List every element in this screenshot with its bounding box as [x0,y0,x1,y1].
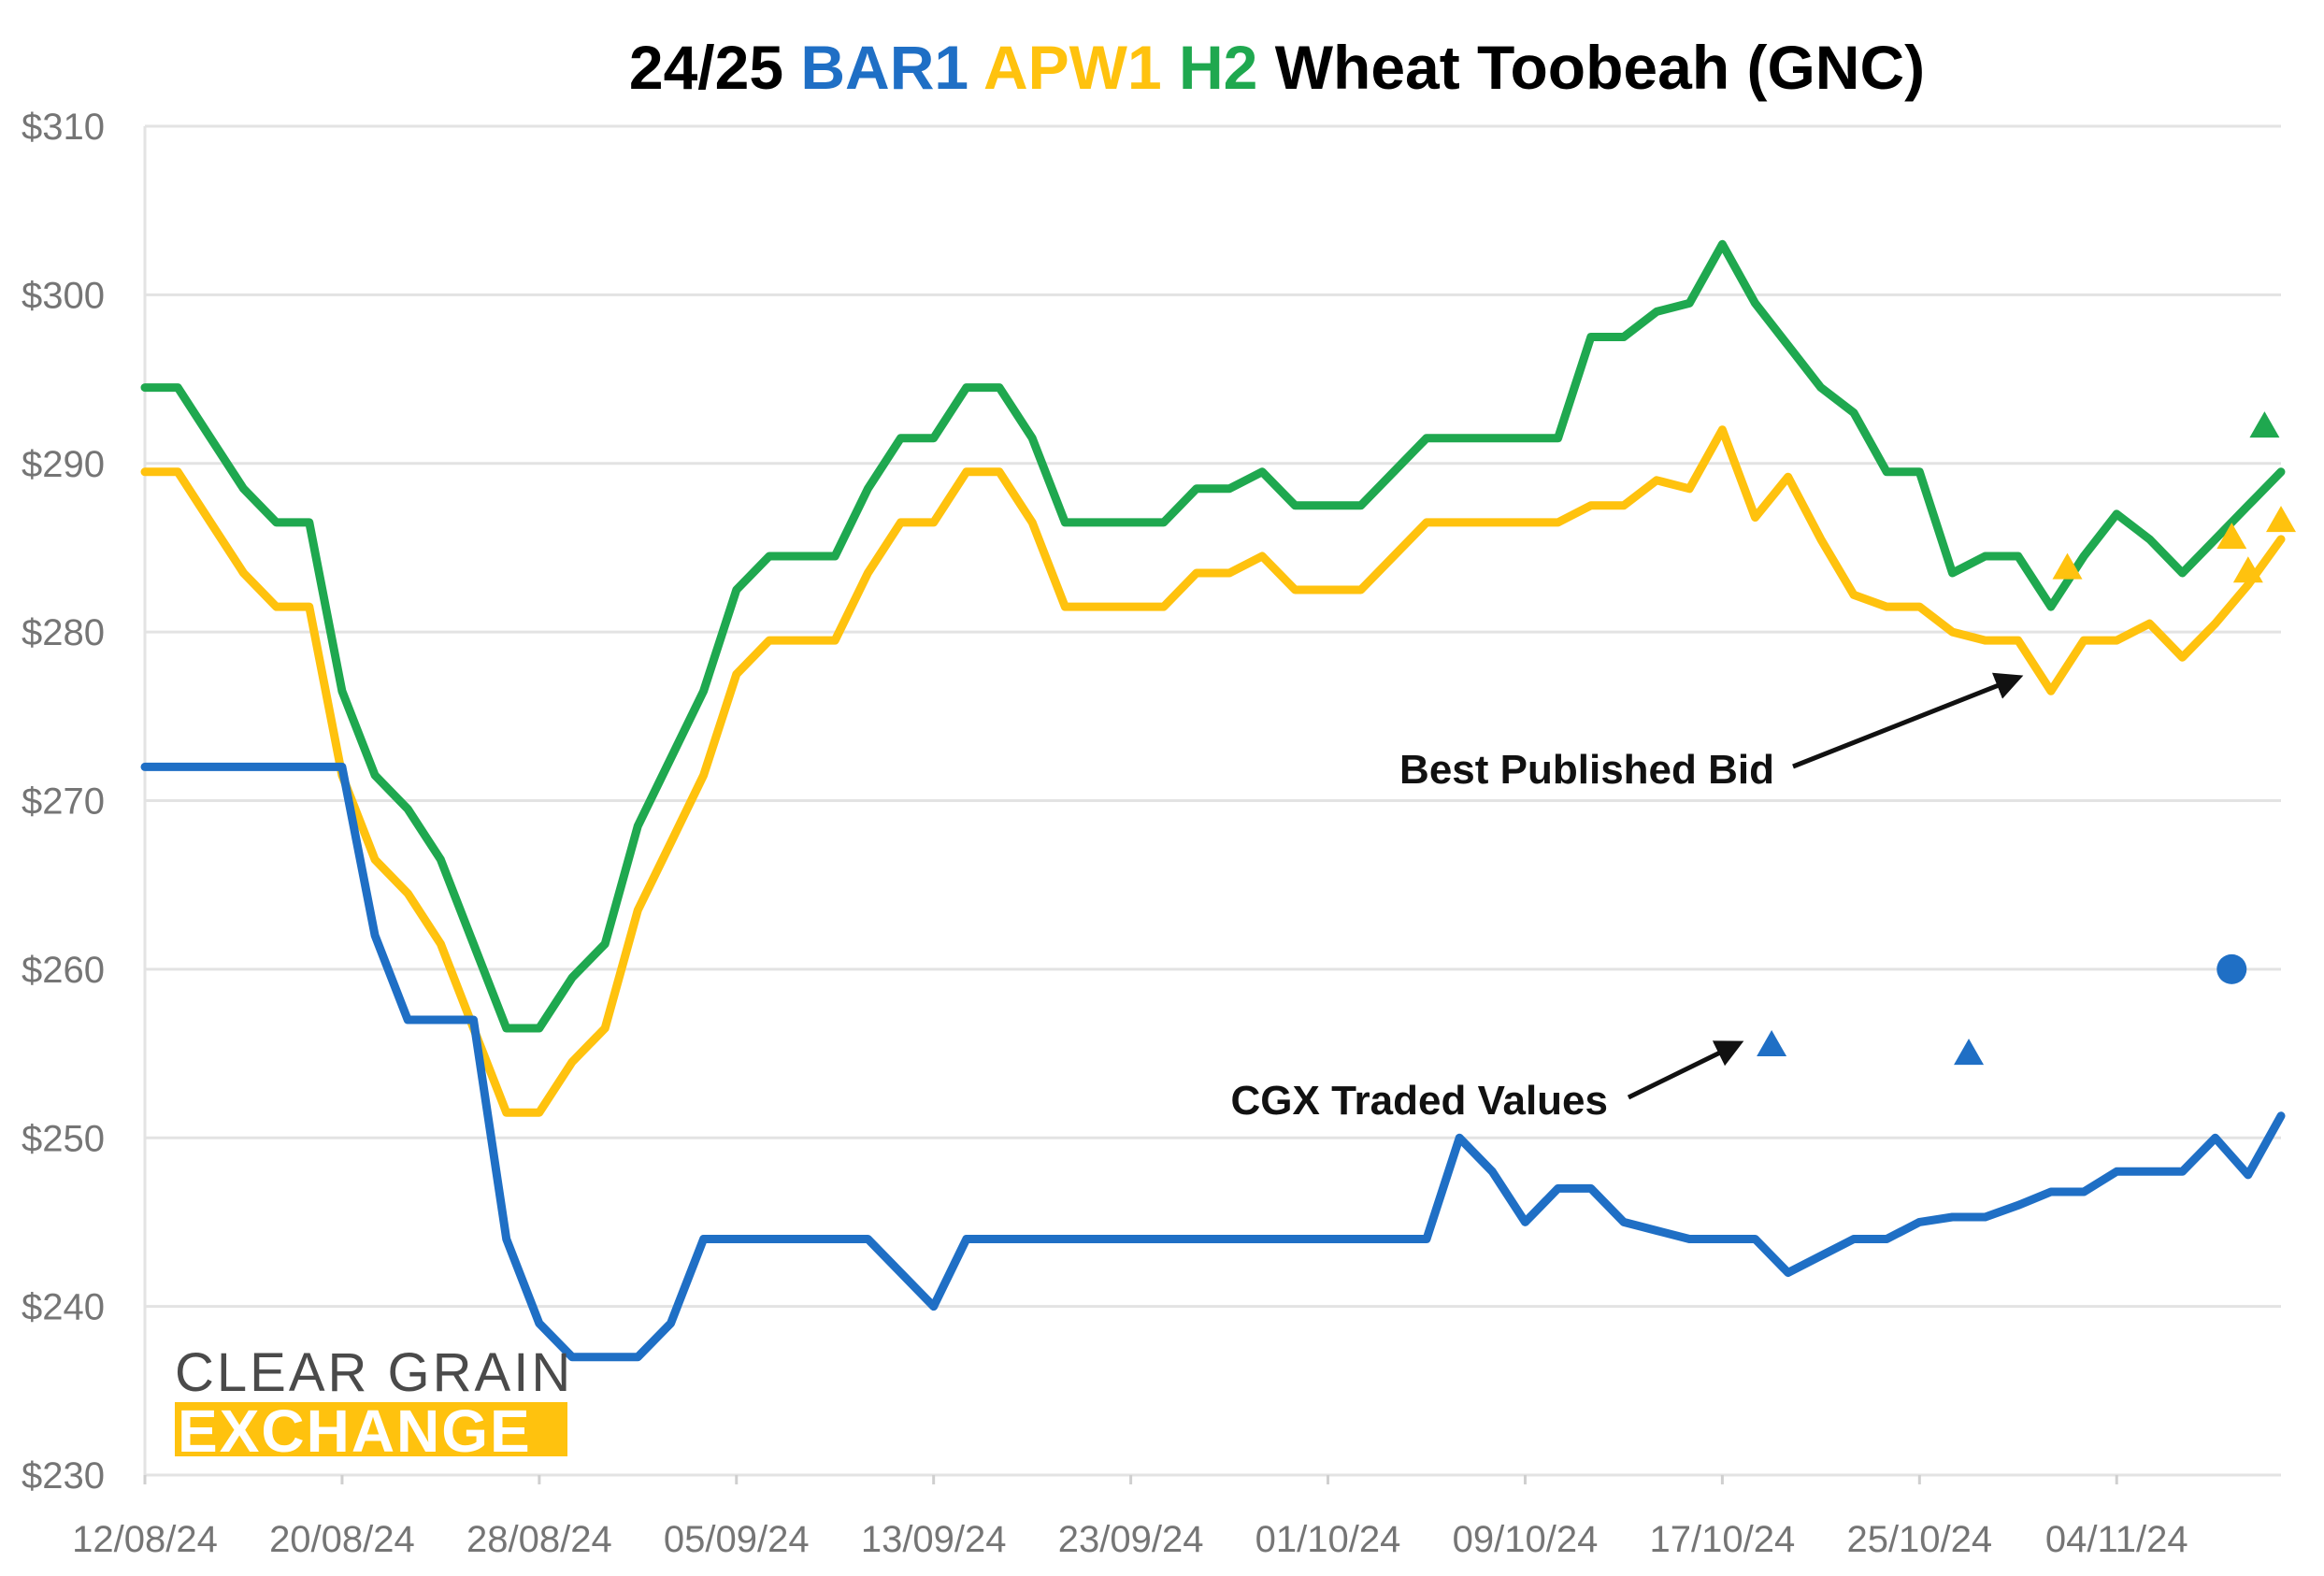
traded-point-apw1 [2216,523,2247,550]
y-tick-label: $300 [22,275,105,316]
x-tick-label: 05/09/24 [664,1519,810,1560]
y-tick-label: $230 [22,1455,105,1497]
title-part [1162,33,1179,102]
series-line-h2 [140,239,2286,1033]
clear-grain-exchange-logo: CLEAR GRAIN EXCHANGE [175,1342,573,1465]
annotation-label: CGX Traded Values [1231,1078,1609,1124]
traded-point-apw1 [2266,506,2296,533]
x-tick-label: 23/09/24 [1058,1519,1204,1560]
title-part: Wheat Toobeah (GNC) [1257,33,1925,102]
y-tick-label: $250 [22,1118,105,1159]
series-line-bar1 [140,762,2286,1362]
series-line-apw1 [140,425,2286,1117]
title-part: APW1 [983,33,1162,102]
x-tick-label: 09/10/24 [1453,1519,1599,1560]
traded-point-apw1 [2052,552,2083,580]
x-tick-label: 13/09/24 [861,1519,1007,1560]
annotations: Best Published Bid CGX Traded Values [1231,672,2024,1124]
logo-band [175,1402,567,1456]
y-tick-label: $240 [22,1287,105,1328]
x-tick-label: 20/08/24 [269,1519,415,1560]
traded-point-bar1 [1954,1039,1985,1066]
x-tick-label: 17/10/24 [1650,1519,1796,1560]
annotation-arrow [1627,1040,1744,1100]
traded-points [1757,411,2296,1066]
traded-point-bar1 [1757,1030,1787,1057]
title-part: H2 [1179,33,1257,102]
y-tick-label: $280 [22,612,105,653]
y-tick-label: $310 [22,107,105,148]
x-tick-label: 01/10/24 [1255,1519,1401,1560]
logo-line2: EXCHANGE [178,1397,532,1465]
y-tick-label: $270 [22,781,105,823]
logo-line1: CLEAR GRAIN [175,1342,573,1403]
title-part [968,33,983,102]
traded-point-bar1 [2216,953,2247,984]
x-tick-label: 12/08/24 [72,1519,218,1560]
title-part: 24/25 [629,33,801,102]
gridlines [143,124,2281,1477]
x-tick-label: 25/10/24 [1846,1519,1992,1560]
traded-point-h2 [2249,411,2280,438]
y-tick-label: $260 [22,950,105,991]
title-part: BAR1 [800,33,968,102]
x-tick-label: 04/11/24 [2045,1519,2188,1560]
chart-title: 24/25 BAR1 APW1 H2 Wheat Toobeah (GNC) [629,33,1925,102]
annotation-arrow [1792,672,2024,769]
annotation-label: Best Published Bid [1399,747,1774,793]
y-axis-ticks: $230 $240 $250 $260 $270 $280 $290 $300 $310 [22,107,105,1497]
y-tick-label: $290 [22,444,105,485]
x-tick-label: 28/08/24 [466,1519,612,1560]
traded-point-apw1 [2232,556,2263,583]
series-lines [140,239,2286,1362]
x-axis-ticks: 12/08/24 20/08/24 28/08/24 05/09/24 13/09/24… [72,1475,2188,1560]
